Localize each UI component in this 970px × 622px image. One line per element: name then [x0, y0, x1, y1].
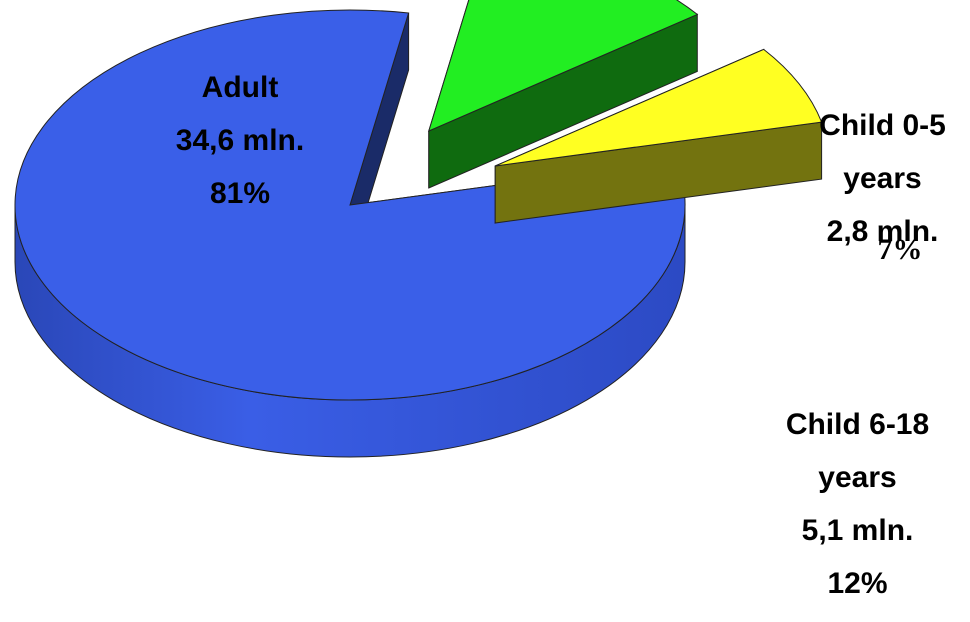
label-child-6-18-category-line2: years	[818, 461, 897, 494]
label-child-0-5-percent: 7%	[877, 233, 923, 266]
slices-layer	[14, 0, 823, 458]
label-child-0-5: Child 0-5 years 2,8 mln.	[800, 111, 965, 270]
slice-child-0-5-years-top	[495, 48, 823, 167]
label-child-0-5-category-line2: years	[843, 162, 922, 195]
label-adult: Adult 34,6 mln. 81%	[150, 73, 330, 232]
label-child-6-18-category-line1: Child 6-18	[785, 408, 930, 441]
label-child-0-5-category-line1: Child 0-5	[819, 109, 946, 142]
label-child-0-5-value: 2,8 mln.	[826, 215, 939, 248]
pie-chart	[14, 0, 823, 458]
label-child-6-18-percent: 12%	[827, 567, 888, 600]
label-adult-percent: 81%	[209, 177, 271, 210]
slice-child-6-18-years-top	[428, 0, 699, 132]
label-adult-value: 34,6 mln.	[175, 124, 305, 157]
label-child-6-18: Child 6-18 years 5,1 mln. 12%	[765, 410, 950, 622]
slice-adult-top	[14, 9, 686, 401]
label-child-6-18-value: 5,1 mln.	[801, 514, 914, 547]
label-adult-category: Adult	[201, 71, 279, 104]
slice-child-0-5-years	[494, 48, 823, 224]
slice-child-6-18-years	[428, 0, 699, 189]
